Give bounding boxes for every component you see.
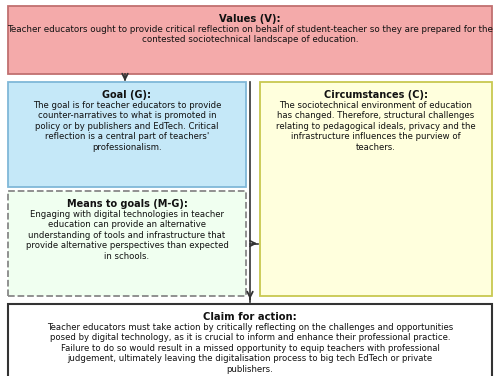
Text: Values (V):: Values (V):	[219, 14, 281, 24]
Bar	[8, 304, 492, 376]
Bar	[8, 6, 492, 74]
Text: Teacher educators must take action by critically reflecting on the challenges an: Teacher educators must take action by cr…	[47, 323, 453, 374]
Bar	[260, 82, 492, 296]
Text: Engaging with digital technologies in teacher
education can provide an alternati: Engaging with digital technologies in te…	[26, 210, 228, 261]
Text: The sociotechnical environment of education
has changed. Therefore, structural c: The sociotechnical environment of educat…	[276, 101, 476, 152]
Text: Means to goals (M-G):: Means to goals (M-G):	[66, 199, 188, 209]
Text: Claim for action:: Claim for action:	[203, 312, 297, 322]
Text: Teacher educators ought to provide critical reflection on behalf of student-teac: Teacher educators ought to provide criti…	[7, 25, 493, 44]
Text: Circumstances (C):: Circumstances (C):	[324, 90, 428, 100]
Text: The goal is for teacher educators to provide
counter-narratives to what is promo: The goal is for teacher educators to pro…	[33, 101, 221, 152]
Bar	[8, 82, 246, 187]
Bar	[8, 191, 246, 296]
Text: Goal (G):: Goal (G):	[102, 90, 152, 100]
